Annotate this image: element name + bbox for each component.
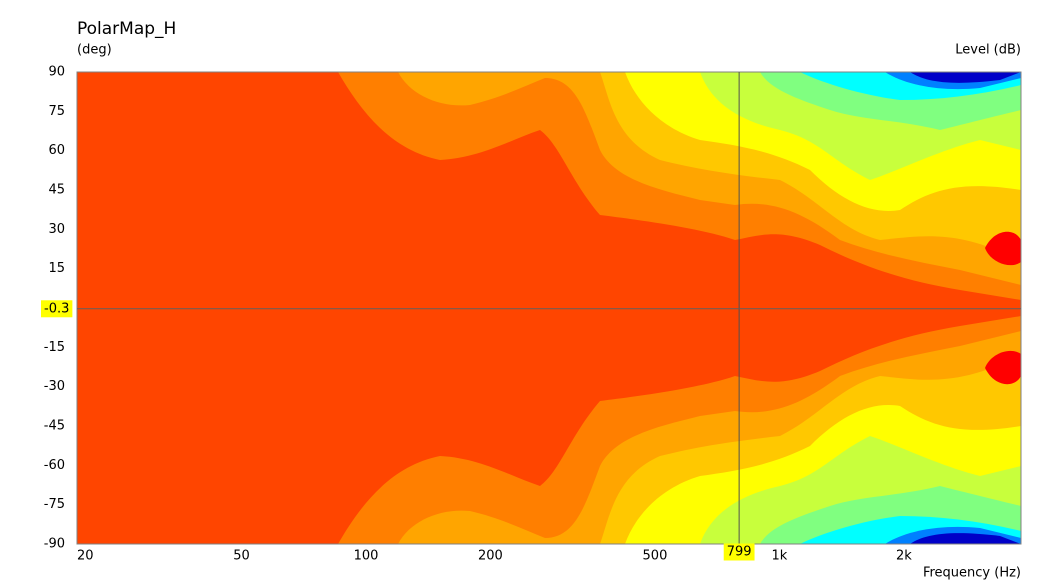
x-tick-label: 500 [643,549,668,564]
cursor-label-bg [41,300,73,318]
y-tick-label: 60 [48,143,65,158]
x-tick-label: 20 [77,549,94,564]
x-tick-label: 50 [233,549,250,564]
cursor-y-label: -0.3 [44,301,69,316]
chart-title: PolarMap_H [77,19,176,39]
y-tick-label: -60 [44,458,65,473]
x-tick-label: 1k [772,549,788,564]
y-tick-label: 90 [48,65,65,80]
cursor-label-bg [723,543,755,561]
level-label: Level (dB) [955,43,1021,58]
y-tick-label: 30 [48,222,65,237]
y-tick-label: 45 [48,183,65,198]
y-tick-label: -30 [44,379,65,394]
y-axis-label: (deg) [77,43,112,58]
y-tick-label: 75 [48,104,65,119]
cursor-x-label: 799 [727,545,752,560]
plot-frame [76,71,1022,545]
y-tick-label: -75 [44,497,65,512]
x-axis-label: Frequency (Hz) [923,566,1021,581]
y-tick-label: -45 [44,419,65,434]
y-tick-label: -15 [44,340,65,355]
x-tick-label: 2k [896,549,912,564]
y-tick-label: -90 [44,537,65,552]
y-tick-label: 15 [48,261,65,276]
x-tick-label: 200 [478,549,503,564]
contour-map [77,72,1021,544]
x-tick-label: 100 [354,549,379,564]
